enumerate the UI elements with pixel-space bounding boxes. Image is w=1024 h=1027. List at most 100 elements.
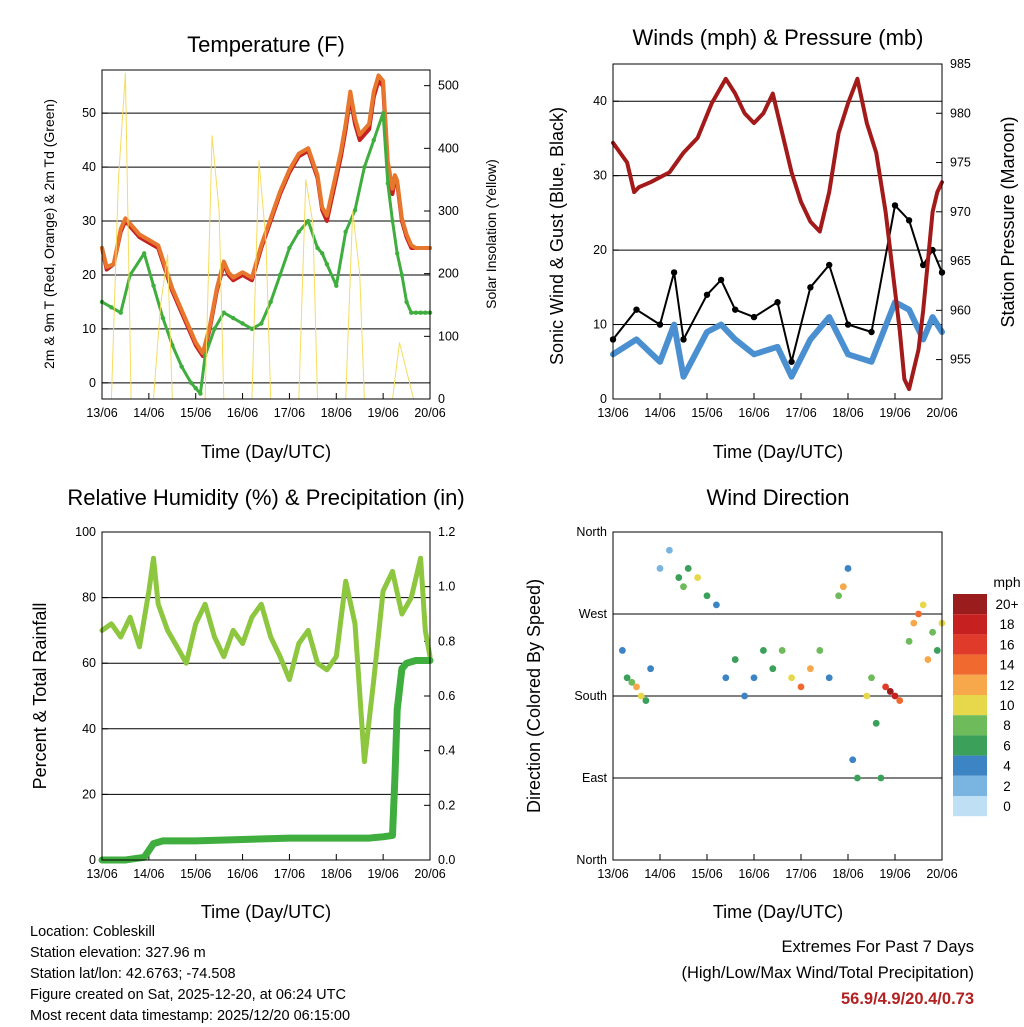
x-tick-label: 17/06 xyxy=(274,406,305,420)
x-tick-label: 13/06 xyxy=(86,867,117,881)
wind-direction-point xyxy=(680,583,687,591)
temperature-title: Temperature (F) xyxy=(187,32,345,57)
data-point-gust xyxy=(891,202,899,209)
y2-tick-label: 965 xyxy=(950,254,971,268)
x-tick-label: 13/06 xyxy=(86,406,117,420)
data-point-dew xyxy=(240,321,245,326)
x-tick-label: 19/06 xyxy=(879,406,910,420)
speed-legend-label: 4 xyxy=(1003,759,1011,774)
data-point-dew xyxy=(362,164,367,170)
data-point-dew xyxy=(371,137,376,143)
wind-direction-point xyxy=(619,647,626,654)
data-point-dew xyxy=(334,283,339,288)
y-tick-label: 30 xyxy=(593,169,607,183)
y-tick-label: 50 xyxy=(82,106,96,120)
wind-direction-point xyxy=(642,697,650,704)
speed-legend-swatch xyxy=(953,775,987,796)
x-tick-label: 20/06 xyxy=(414,867,445,881)
y2-tick-label: 0.6 xyxy=(438,689,455,703)
station-info: Location: Cobleskill Station elevation: … xyxy=(30,922,350,1027)
speed-legend-swatch xyxy=(953,614,987,635)
data-point-dew xyxy=(188,380,194,386)
y2-tick-label: 0 xyxy=(438,392,445,406)
wind-direction-panel: Wind Direction Time (Day/UTC) Direction … xyxy=(524,485,958,922)
y-tick-label: West xyxy=(579,607,608,621)
data-point-dew xyxy=(249,326,255,332)
wind-direction-point xyxy=(825,674,833,682)
x-tick-label: 13/06 xyxy=(597,867,628,881)
speed-legend-label: 0 xyxy=(1003,799,1011,814)
speed-legend-label: 18 xyxy=(999,617,1014,632)
x-tick-label: 15/06 xyxy=(180,406,211,420)
wind-direction-point xyxy=(891,692,899,700)
recent-timestamp: Most recent data timestamp: 2025/12/20 0… xyxy=(30,1008,351,1024)
y2-tick-label: 980 xyxy=(950,106,971,120)
y2-tick-label: 200 xyxy=(438,267,459,281)
extremes-values: 56.9/4.9/20.4/0.73 xyxy=(840,990,974,1008)
y-tick-label: 40 xyxy=(82,722,96,736)
data-point-dew xyxy=(141,251,147,256)
data-point-gust xyxy=(774,299,781,306)
x-tick-label: 19/06 xyxy=(368,867,399,881)
y2-tick-label: 1.2 xyxy=(438,525,455,539)
data-point-gust xyxy=(844,321,852,328)
wind-direction-point xyxy=(637,692,645,700)
x-tick-label: 15/06 xyxy=(691,867,722,881)
y-tick-label: South xyxy=(574,689,607,703)
data-point-gust xyxy=(905,217,913,224)
data-point-gust xyxy=(868,328,875,336)
y-tick-label: 100 xyxy=(75,525,96,539)
y-tick-label: 0 xyxy=(89,853,96,867)
x-tick-label: 14/06 xyxy=(644,406,675,420)
data-point-dew xyxy=(118,310,123,315)
series-line-temp9m xyxy=(100,73,432,356)
x-tick-label: 15/06 xyxy=(180,867,211,881)
wind-direction-point xyxy=(877,774,885,782)
y-tick-label: 20 xyxy=(593,243,607,257)
wind-direction-point xyxy=(656,565,664,572)
x-tick-label: 17/06 xyxy=(785,867,816,881)
wind-direction-point xyxy=(915,610,922,618)
plot-frame xyxy=(101,531,431,861)
wind-direction-point xyxy=(675,574,683,581)
speed-legend-label: 12 xyxy=(999,678,1014,693)
wind-direction-point xyxy=(722,674,730,682)
data-point-dew xyxy=(231,315,236,321)
x-tick-label: 18/06 xyxy=(832,406,863,420)
wind-direction-point xyxy=(854,774,861,782)
y2-tick-label: 0.4 xyxy=(438,744,455,758)
wind-direction-point xyxy=(868,674,875,682)
x-tick-label: 14/06 xyxy=(644,867,675,881)
series-line-pressure xyxy=(611,76,944,392)
wind-direction-point xyxy=(886,688,894,695)
plot-frame xyxy=(612,531,943,861)
x-tick-label: 16/06 xyxy=(227,867,258,881)
data-point-dew xyxy=(170,342,175,348)
extremes-box: Extremes For Past 7 Days (High/Low/Max W… xyxy=(681,934,974,1012)
x-tick-label: 17/06 xyxy=(785,406,816,420)
x-tick-label: 19/06 xyxy=(879,867,910,881)
y-tick-label: 10 xyxy=(82,322,96,336)
y2-tick-label: 960 xyxy=(950,303,971,317)
data-point-dew xyxy=(409,310,414,315)
data-point-gust xyxy=(670,269,678,276)
plot-frame xyxy=(101,69,431,400)
data-point-dew xyxy=(287,245,292,251)
wind-direction-point xyxy=(924,656,932,663)
extremes-subtitle: (High/Low/Max Wind/Total Precipitation) xyxy=(681,964,974,982)
y2-tick-label: 400 xyxy=(438,141,459,155)
x-tick-label: 14/06 xyxy=(133,406,164,420)
speed-legend: mph 20+ 18 16 14 12 10 8 6 4 2 0 xyxy=(953,574,1021,817)
speed-legend-swatch xyxy=(953,755,987,776)
y-tick-label: 0 xyxy=(600,392,607,406)
wind-direction-point xyxy=(647,665,654,673)
data-point-dew xyxy=(380,110,386,116)
y-tick-label: 60 xyxy=(82,656,96,670)
data-point-dew xyxy=(198,391,203,396)
speed-legend-swatch xyxy=(953,674,987,695)
y-tick-label: 10 xyxy=(593,318,607,332)
wind-direction-point xyxy=(882,683,889,691)
y-tick-label: North xyxy=(576,525,607,539)
humidity-panel: Relative Humidity (%) & Precipitation (i… xyxy=(30,485,465,922)
wind-direction-point xyxy=(788,674,795,682)
